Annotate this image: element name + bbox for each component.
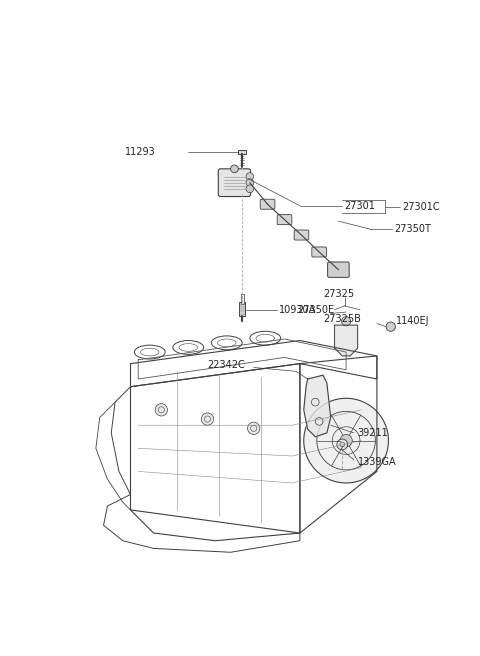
FancyBboxPatch shape [218, 169, 251, 197]
Bar [239, 302, 245, 316]
Text: 27325: 27325 [323, 289, 354, 299]
Text: 39211: 39211 [358, 428, 388, 438]
Text: 27350E: 27350E [297, 305, 334, 315]
Circle shape [155, 403, 168, 416]
Bar [238, 150, 246, 154]
Polygon shape [304, 375, 331, 437]
FancyBboxPatch shape [260, 199, 275, 209]
Circle shape [340, 434, 352, 447]
FancyBboxPatch shape [277, 215, 292, 224]
Circle shape [246, 185, 254, 193]
Bar [240, 295, 244, 304]
Circle shape [230, 165, 238, 173]
Text: 22342C: 22342C [207, 360, 245, 370]
Circle shape [246, 173, 254, 180]
Circle shape [246, 179, 254, 186]
Circle shape [201, 413, 214, 425]
Circle shape [337, 439, 348, 450]
Text: 27301: 27301 [345, 201, 375, 211]
Circle shape [386, 322, 396, 331]
Text: 27350T: 27350T [395, 224, 432, 234]
FancyBboxPatch shape [294, 230, 309, 240]
Text: 27301C: 27301C [402, 202, 440, 213]
Circle shape [304, 398, 388, 483]
Text: 27325B: 27325B [323, 314, 361, 324]
Polygon shape [335, 325, 358, 356]
Text: 1339GA: 1339GA [358, 457, 396, 467]
FancyBboxPatch shape [312, 247, 326, 257]
Text: 10930A: 10930A [279, 305, 316, 315]
Circle shape [248, 422, 260, 434]
Text: 11293: 11293 [125, 147, 156, 157]
Circle shape [341, 317, 351, 326]
FancyBboxPatch shape [328, 262, 349, 277]
Text: 1140EJ: 1140EJ [396, 316, 430, 326]
